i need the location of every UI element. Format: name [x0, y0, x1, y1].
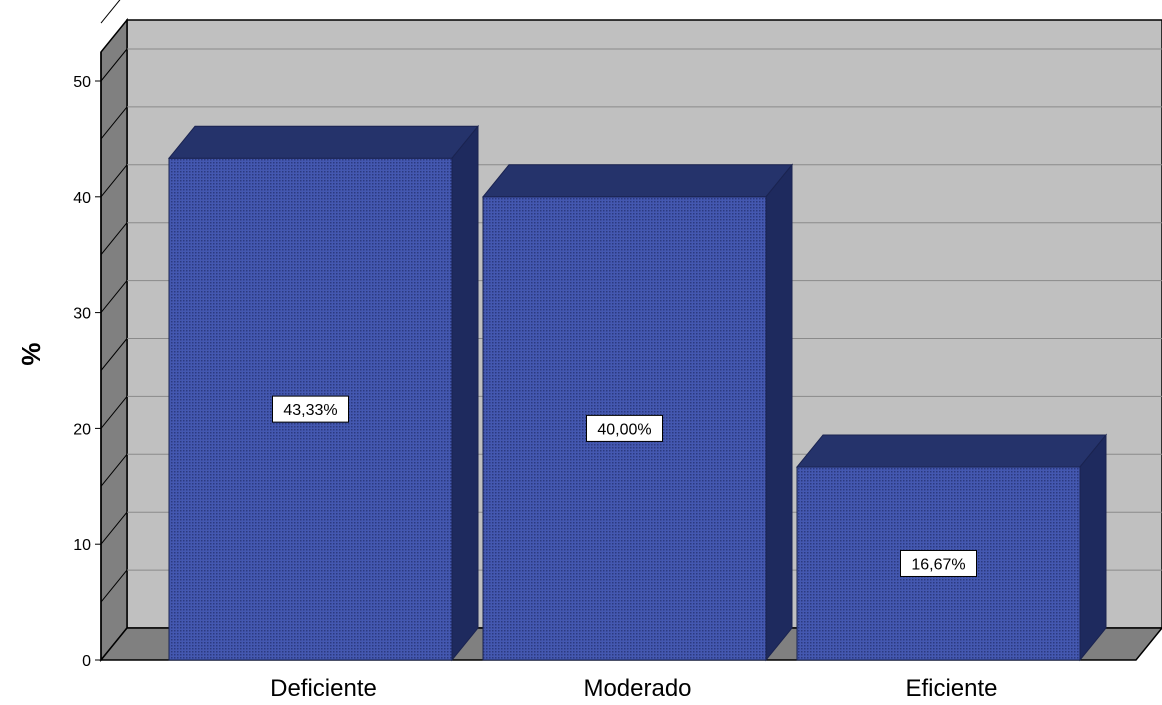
- bar-top-face: [795, 434, 1108, 468]
- bar-side-face: [451, 124, 479, 662]
- chart-axes: 0 10 20 30 40 50: [73, 52, 102, 670]
- y-tick-label: 10: [73, 537, 91, 554]
- y-tick-label: 20: [73, 421, 91, 438]
- bar-eficiente: [795, 433, 1108, 662]
- gridline-side: [100, 280, 128, 313]
- gridline-side: [100, 164, 128, 198]
- gridline-side: [100, 0, 121, 24]
- gridline-side: [100, 48, 128, 82]
- bar-deficiente: [167, 124, 480, 662]
- bar-side-face: [1079, 433, 1107, 662]
- data-label: 43,33%: [283, 402, 337, 419]
- bar-side-face: [765, 163, 793, 662]
- gridline-side: [100, 222, 128, 256]
- y-tick-label: 40: [73, 190, 91, 207]
- chart-bars: [167, 124, 1108, 662]
- bar-top-face: [167, 125, 480, 159]
- data-label-box: [900, 549, 977, 577]
- gridline-side: [100, 338, 128, 371]
- x-tick-label: Moderado: [583, 675, 691, 700]
- data-label-box: [272, 395, 349, 423]
- data-label-box: [586, 414, 663, 442]
- x-tick-label: Deficiente: [270, 675, 377, 700]
- gridline-side: [100, 453, 128, 487]
- gridline-side: [100, 106, 128, 140]
- gridline-side: [100, 569, 128, 603]
- bar-moderado: [481, 163, 794, 662]
- y-tick-label: 50: [73, 74, 91, 91]
- y-axis-title: %: [16, 342, 46, 365]
- side-wall: [100, 17, 128, 663]
- gridline-side: [100, 511, 128, 545]
- chart-labels: 43,33% Deficiente 40,00% Moderado 16,67% Efic…: [270, 395, 998, 702]
- x-tick-label: Eficiente: [905, 675, 997, 700]
- bar-top-face: [481, 164, 794, 198]
- data-label: 40,00%: [597, 421, 651, 438]
- y-tick-label: 0: [82, 653, 91, 670]
- y-tick-label: 30: [73, 306, 91, 323]
- gridline-side: [100, 396, 128, 429]
- data-label: 16,67%: [911, 556, 965, 573]
